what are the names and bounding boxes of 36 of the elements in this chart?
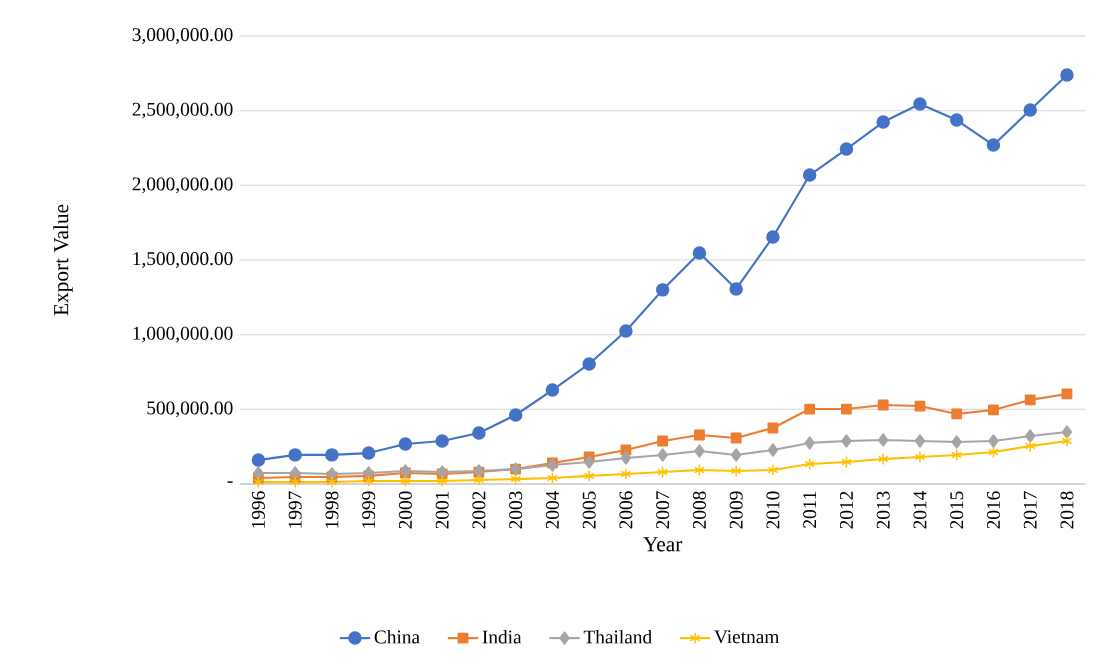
x-tick-label: 2012 bbox=[839, 491, 853, 529]
x-tick-label: 2011 bbox=[803, 491, 817, 528]
x-tick-label: 2016 bbox=[986, 491, 1000, 529]
x-tick-label: 2002 bbox=[472, 491, 486, 529]
x-tick-label: 2001 bbox=[435, 491, 449, 529]
y-tick-label: 3,000,000.00 bbox=[132, 28, 233, 44]
x-tick-label: 2013 bbox=[876, 491, 890, 529]
x-tick-label: 2007 bbox=[656, 491, 670, 529]
x-tick-label: 2005 bbox=[582, 491, 596, 529]
legend-label: India bbox=[482, 629, 522, 644]
legend-label: Vietnam bbox=[714, 630, 780, 644]
x-tick-label: 2006 bbox=[619, 491, 633, 529]
x-tick-label: 2009 bbox=[729, 491, 743, 529]
x-tick-label: 2017 bbox=[1023, 491, 1037, 529]
y-axis-title: Export Value bbox=[53, 204, 73, 316]
x-tick-label: 2008 bbox=[692, 491, 706, 529]
x-tick-label: 1999 bbox=[362, 491, 376, 528]
y-tick-label: 500,000.00 bbox=[147, 401, 233, 418]
x-tick-label: 2018 bbox=[1060, 491, 1074, 529]
y-tick-label: 2,500,000.00 bbox=[132, 102, 233, 119]
x-tick-label: 2015 bbox=[950, 491, 964, 529]
y-tick-label: 1,000,000.00 bbox=[133, 326, 233, 343]
x-tick-label: 2003 bbox=[509, 491, 523, 529]
x-tick-label: 2000 bbox=[398, 491, 412, 529]
x-axis-title: Year bbox=[643, 537, 683, 552]
x-tick-label: 1998 bbox=[325, 491, 339, 528]
x-tick-label: 1997 bbox=[288, 491, 302, 528]
x-tick-label: 1996 bbox=[251, 491, 265, 528]
x-tick-label: 2004 bbox=[545, 491, 559, 529]
legend-label: China bbox=[374, 629, 420, 644]
y-tick-label: - bbox=[227, 481, 233, 483]
y-tick-label: 1,500,000.00 bbox=[133, 252, 233, 268]
x-tick-label: 2014 bbox=[913, 491, 927, 529]
legend-label: Thailand bbox=[583, 629, 652, 644]
y-tick-label: 2,000,000.00 bbox=[132, 177, 233, 194]
x-tick-label: 2010 bbox=[766, 491, 780, 529]
